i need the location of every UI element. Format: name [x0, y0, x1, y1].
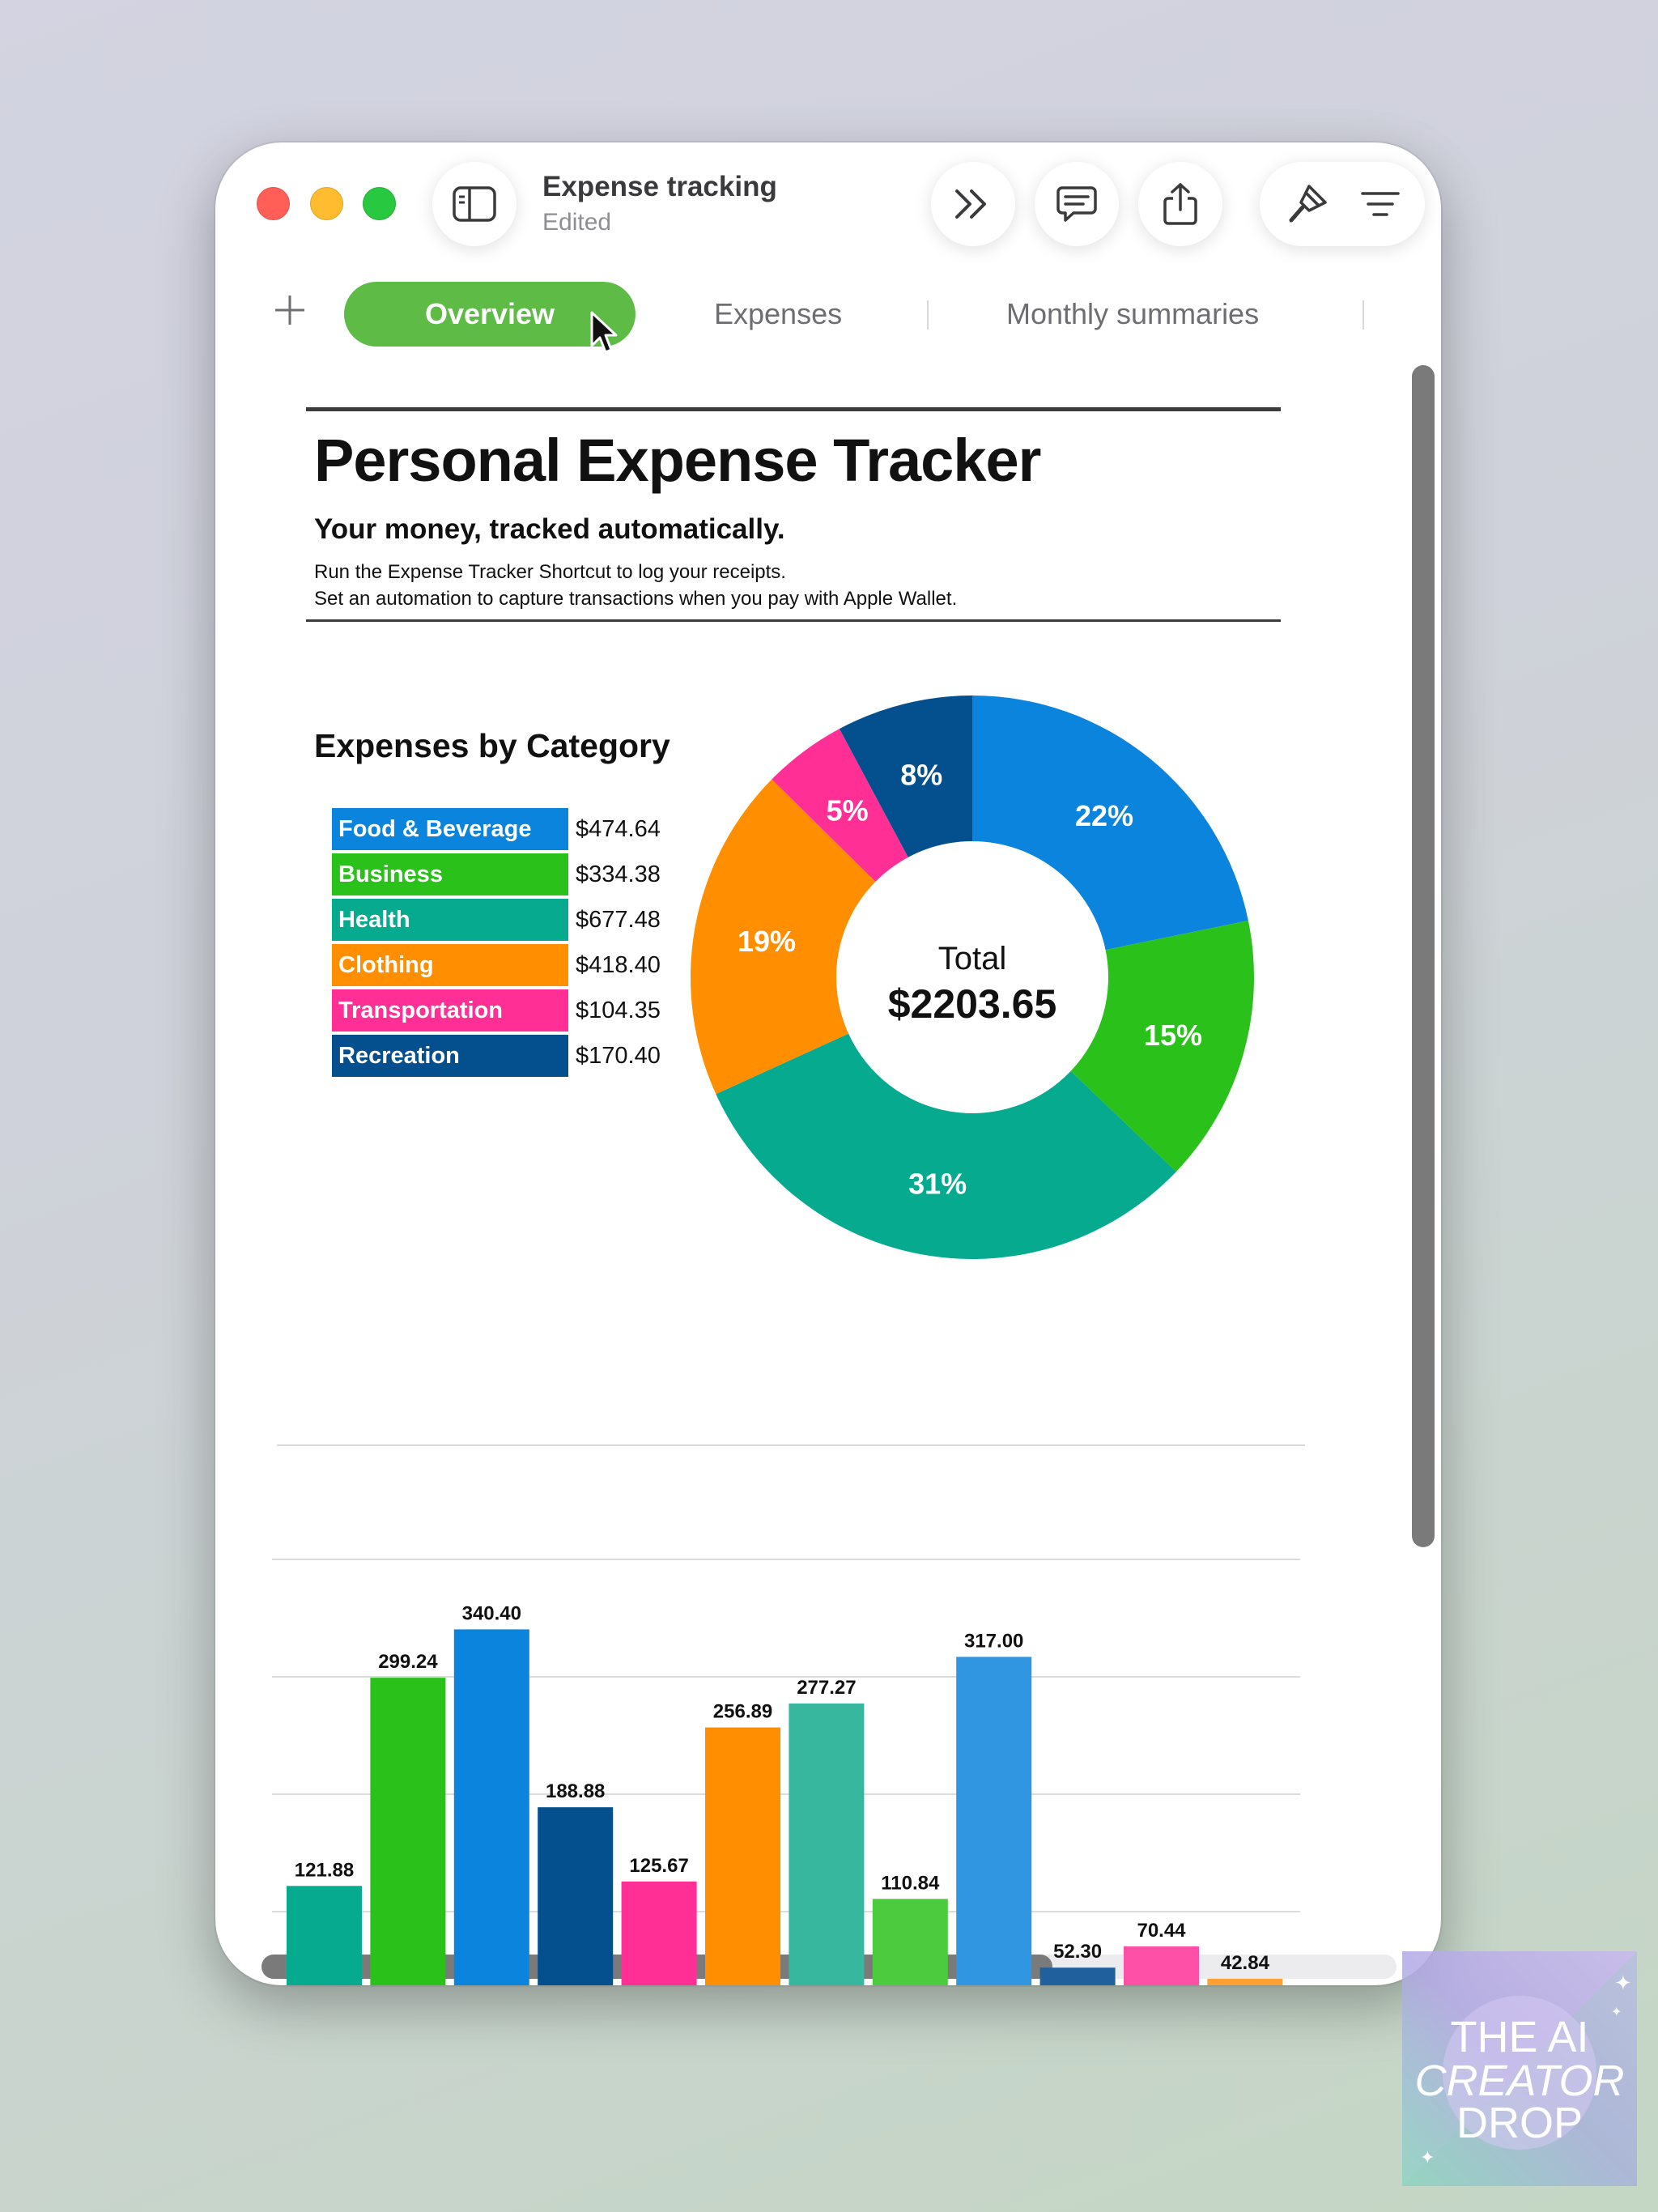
donut-slice[interactable]: [972, 696, 1248, 951]
tab-monthly-summaries[interactable]: Monthly summaries: [1006, 297, 1260, 330]
donut-slice-label: 8%: [900, 759, 942, 792]
collaborate-button[interactable]: [931, 162, 1015, 246]
donut-total-value: $2203.65: [888, 981, 1057, 1027]
category-label: Health: [332, 899, 568, 941]
format-and-organize-group: [1260, 162, 1425, 246]
category-row-clothing[interactable]: Clothing $418.40: [332, 944, 661, 986]
add-sheet-button[interactable]: [272, 292, 308, 328]
instructions-line-2: Set an automation to capture transaction…: [314, 588, 958, 610]
format-brush-icon[interactable]: [1285, 181, 1330, 227]
category-row-business[interactable]: Business $334.38: [332, 853, 661, 895]
sidebar-toggle-button[interactable]: [432, 162, 517, 246]
month-bar[interactable]: [789, 1703, 865, 1985]
document-title[interactable]: Expense tracking: [542, 171, 777, 202]
vertical-scrollbar[interactable]: [1412, 365, 1435, 1547]
monthly-bar-chart[interactable]: 121.88 299.24 340.40 188.88 125.67 256.89 277.…: [272, 1478, 1316, 1985]
header-top-rule: [306, 407, 1281, 411]
bar-value-label: 110.84: [881, 1872, 940, 1894]
bar-value-label: 188.88: [546, 1780, 605, 1802]
maximize-window-button[interactable]: [363, 187, 396, 220]
donut-slice-label: 31%: [908, 1167, 967, 1200]
close-window-button[interactable]: [257, 187, 290, 220]
category-label: Food & Beverage: [332, 808, 568, 850]
tab-expenses[interactable]: Expenses: [714, 297, 843, 330]
donut-slice[interactable]: [691, 779, 876, 1095]
category-value: $334.38: [576, 861, 661, 887]
donut-slice-label: 15%: [1144, 1019, 1202, 1052]
month-bar[interactable]: [956, 1657, 1032, 1985]
bar-value-label: 277.27: [797, 1677, 856, 1699]
month-bar[interactable]: [538, 1807, 614, 1985]
minimize-window-button[interactable]: [310, 187, 343, 220]
category-row-recreation[interactable]: Recreation $170.40: [332, 1035, 661, 1077]
bar-value-label: 256.89: [713, 1701, 772, 1723]
month-bar[interactable]: [1124, 1946, 1199, 1985]
watermark-line-3: DROP: [1456, 2099, 1583, 2147]
donut-slice[interactable]: [1070, 920, 1254, 1172]
category-value: $677.48: [576, 906, 661, 933]
donut-total-label: Total: [938, 941, 1007, 976]
tab-separator: [927, 300, 929, 330]
category-row-transportation[interactable]: Transportation $104.35: [332, 989, 661, 1032]
category-donut-chart[interactable]: 22% 15% 31% 19% 5% 8% Total $2203.65: [685, 690, 1260, 1265]
share-button[interactable]: [1138, 162, 1222, 246]
app-window: Expense tracking Edited: [215, 143, 1441, 1985]
donut-slice[interactable]: [839, 696, 972, 857]
watermark-line-1: THE AI: [1450, 2013, 1588, 2061]
tab-separator: [1363, 300, 1364, 330]
comment-button[interactable]: [1035, 162, 1119, 246]
bar-value-label: 317.00: [964, 1630, 1023, 1652]
sparkle-icon: ✦: [1420, 2147, 1435, 2167]
collaborate-arrows-icon: [955, 189, 986, 219]
month-bar[interactable]: [705, 1727, 780, 1985]
watermark-line-2: CREATOR: [1414, 2057, 1624, 2105]
page-subtitle: Your money, tracked automatically.: [314, 513, 785, 545]
month-bar[interactable]: [1039, 1967, 1116, 1985]
instructions-line-1: Run the Expense Tracker Shortcut to log …: [314, 561, 786, 583]
donut-slice-label: 22%: [1075, 799, 1133, 832]
month-bar[interactable]: [621, 1881, 697, 1985]
header-bottom-rule: [306, 619, 1281, 622]
category-value: $474.64: [576, 815, 661, 842]
organize-menu-icon[interactable]: [1361, 189, 1400, 219]
mouse-cursor: [590, 311, 618, 354]
category-label: Business: [332, 853, 568, 895]
comment-icon: [1056, 186, 1097, 222]
category-value: $104.35: [576, 997, 661, 1023]
category-value: $170.40: [576, 1042, 661, 1069]
month-bar[interactable]: [453, 1629, 529, 1985]
donut-slice-label: 19%: [738, 925, 796, 958]
sparkle-icon: ✦: [1614, 1971, 1632, 1995]
month-bar[interactable]: [370, 1678, 446, 1985]
page-title: Personal Expense Tracker: [314, 427, 1041, 494]
creator-watermark: THE AI CREATOR DROP ✦ ✦ ✦: [1402, 1951, 1637, 2186]
bar-value-label: 125.67: [629, 1855, 688, 1877]
category-value: $418.40: [576, 951, 661, 978]
category-label: Transportation: [332, 989, 568, 1032]
donut-slice[interactable]: [716, 1033, 1176, 1259]
document-status: Edited: [542, 209, 612, 236]
donut-slice[interactable]: [772, 729, 908, 882]
category-row-food[interactable]: Food & Beverage $474.64: [332, 808, 661, 850]
bar-value-label: 42.84: [1221, 1952, 1270, 1974]
category-row-health[interactable]: Health $677.48: [332, 899, 661, 941]
month-bar[interactable]: [872, 1899, 948, 1985]
bar-value-label: 340.40: [462, 1602, 521, 1624]
month-bar[interactable]: [287, 1886, 362, 1985]
bar-value-label: 121.88: [295, 1859, 354, 1881]
category-section-title: Expenses by Category: [314, 727, 670, 764]
bar-value-label: 52.30: [1053, 1941, 1102, 1963]
bar-value-label: 299.24: [378, 1651, 438, 1673]
category-label: Recreation: [332, 1035, 568, 1077]
chart-divider: [277, 1444, 1305, 1446]
share-icon: [1163, 183, 1197, 225]
bar-value-label: 70.44: [1137, 1920, 1186, 1942]
category-label: Clothing: [332, 944, 568, 986]
sparkle-icon: ✦: [1611, 2006, 1622, 2019]
donut-slice-label: 5%: [827, 793, 869, 827]
month-bar[interactable]: [1207, 1978, 1283, 1985]
tab-overview[interactable]: Overview: [344, 282, 636, 347]
sidebar-icon: [453, 186, 496, 222]
